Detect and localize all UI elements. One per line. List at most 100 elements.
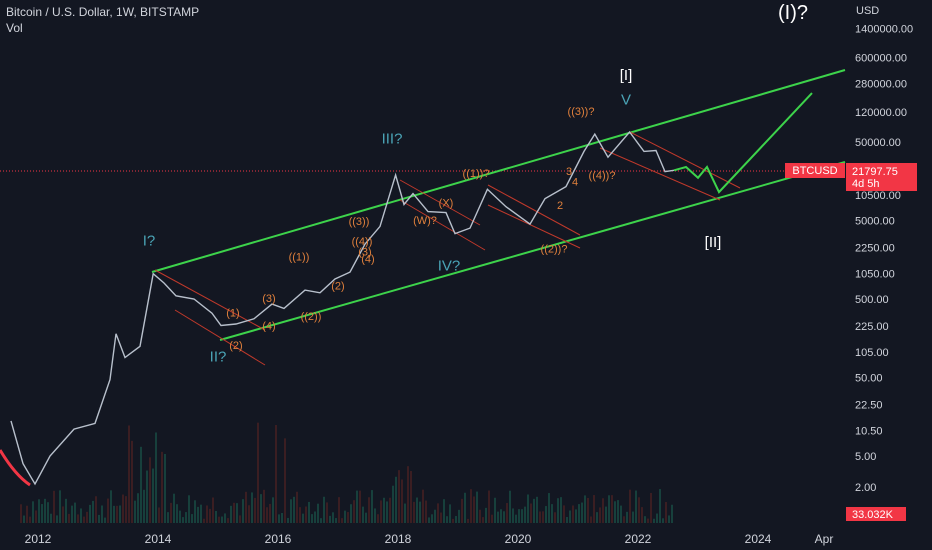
volume-bar [242,499,244,523]
volume-bar [257,422,259,523]
volume-bar [176,504,178,523]
volume-bar [155,432,157,523]
volume-bar [197,506,199,523]
y-tick-label: 1050.00 [855,269,895,281]
volume-bar [416,497,418,523]
wave-label: ((1))? [463,168,490,180]
volume-bar [53,490,55,523]
volume-bar [413,501,415,523]
volume-bar [248,505,250,523]
volume-bar [623,516,625,523]
volume-bar [398,470,400,523]
volume-bar [188,495,190,523]
volume-bar [368,497,370,523]
volume-bar [143,489,145,523]
volume-bar [83,516,85,523]
wave-label: (4) [361,254,374,266]
volume-bar [626,511,628,523]
volume-bar [620,505,622,523]
volume-bar [659,489,661,523]
volume-bar [593,495,595,523]
volume-bar [581,502,583,523]
volume-bar [548,493,550,523]
volume-bar [299,507,301,523]
volume-bar [68,513,70,523]
volume-bar [446,516,448,523]
volume-bar [311,514,313,523]
wave-label: ((3))? [568,106,595,118]
wave-label: 2 [557,200,563,212]
wave-label: [I] [620,67,633,84]
wave-label: (3) [262,293,275,305]
volume-bar [383,497,385,523]
volume-bar [236,503,238,523]
volume-bar [542,511,544,523]
volume-bar [137,493,139,523]
y-tick-label: 22.50 [855,400,883,412]
volume-bar [419,501,421,523]
y-tick-label: 2.00 [855,482,876,494]
correction-line [154,269,266,331]
volume-bar [239,515,241,523]
volume-bar [185,512,187,523]
volume-bar [215,510,217,523]
volume-bar [347,512,349,523]
volume-bar [551,504,553,523]
volume-bar [407,466,409,523]
volume-bar [566,516,568,523]
volume-bar [527,494,529,523]
volume-bar [218,516,220,523]
x-tick-label: 2016 [265,532,292,546]
volume-bar [467,518,469,523]
volume-bar [74,502,76,523]
volume-bar [275,424,277,523]
volume-bar [95,496,97,523]
volume-bar [602,498,604,523]
volume-label: Vol [6,21,23,35]
x-tick-label: 2024 [745,532,772,546]
volume-bar [200,504,202,523]
wave-label: ((2))? [541,244,568,256]
y-tick-label: 50.00 [855,373,883,385]
volume-bar [404,503,406,523]
volume-bar [317,503,319,523]
volume-bar [572,505,574,523]
volume-bar [488,490,490,523]
volume-bar [470,489,472,523]
volume-bar [35,510,37,523]
volume-bar [458,509,460,523]
volume-bar [263,489,265,523]
volume-bar [647,518,649,523]
wave-label: 3 [566,166,572,178]
volume-bar [668,515,670,523]
y-tick-label: 10.50 [855,426,883,438]
correction-line [399,199,486,251]
price-axis[interactable]: 1400000.00 600000.00 280000.00 120000.00 500… [855,23,913,494]
volume-bar [560,497,562,523]
volume-bar [86,511,88,523]
volume-bar [662,518,664,523]
volume-bar [77,514,79,523]
volume-bar [134,500,136,523]
volume-bar [365,512,367,523]
volume-bar [425,500,427,523]
wave-label: (1) [226,307,239,319]
volume-bar [320,518,322,523]
volume-bar [650,492,652,523]
symbol-title[interactable]: Bitcoin / U.S. Dollar, 1W, BITSTAMP [6,5,200,19]
wave-label: (3) [358,246,371,258]
volume-bar [539,511,541,523]
wave-label: ((4)) [352,236,373,248]
volume-bar [437,503,439,523]
volume-bar [32,501,34,523]
volume-bar [329,515,331,523]
volume-bar [512,508,514,523]
time-axis[interactable]: 2012 2014 2016 2018 2020 2022 2024 Apr [25,532,834,546]
y-tick-label: 5.00 [855,451,876,463]
volume-bar [380,500,382,523]
wave-label: [II] [705,234,722,251]
volume-bar [563,505,565,523]
volume-bar [281,512,283,523]
volume-bar [158,507,160,523]
